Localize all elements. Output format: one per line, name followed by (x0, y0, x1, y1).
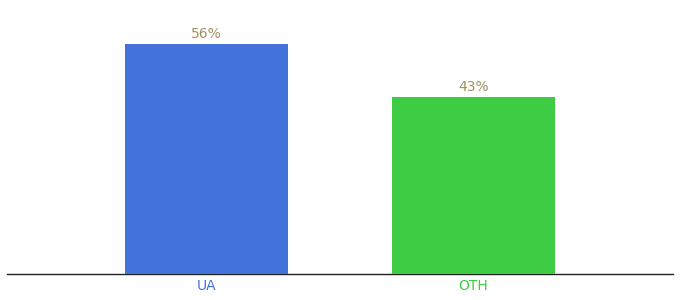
Text: 43%: 43% (458, 80, 488, 94)
Bar (125, 44, 288, 274)
Bar (392, 98, 555, 274)
Text: 56%: 56% (191, 27, 222, 41)
